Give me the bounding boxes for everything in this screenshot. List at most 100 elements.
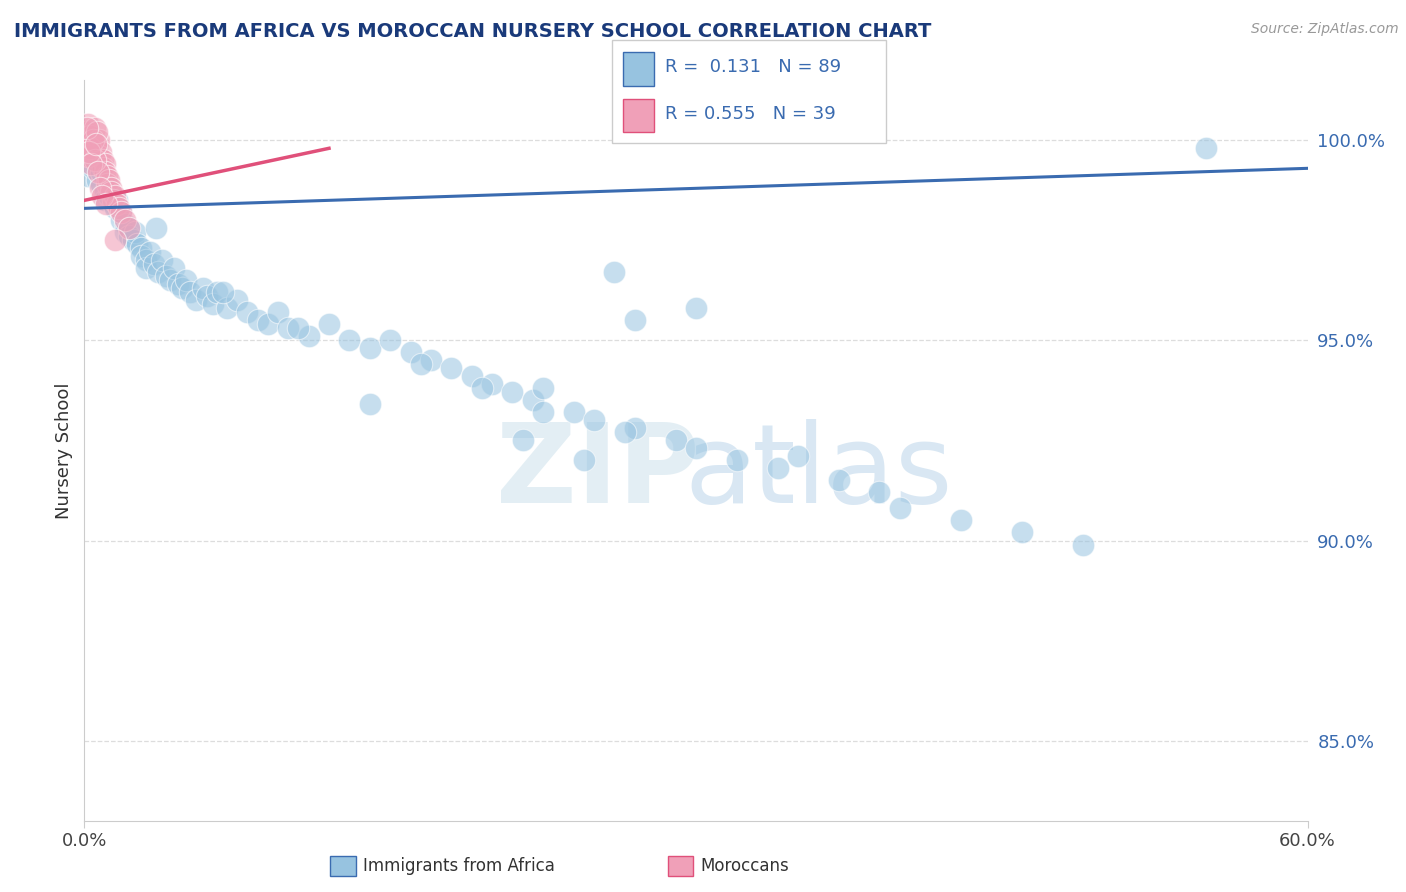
Point xyxy=(191,281,214,295)
Point xyxy=(359,397,381,411)
Point xyxy=(195,289,218,303)
Point xyxy=(77,169,100,184)
Point xyxy=(82,137,104,152)
Point xyxy=(93,165,115,179)
Point xyxy=(110,205,132,219)
Point xyxy=(131,241,153,255)
Point xyxy=(145,221,167,235)
Point xyxy=(828,474,851,488)
Point xyxy=(91,153,114,168)
Point xyxy=(146,265,169,279)
Point xyxy=(1073,537,1095,551)
Point xyxy=(79,129,101,144)
Point xyxy=(522,393,544,408)
Text: Immigrants from Africa: Immigrants from Africa xyxy=(363,857,554,875)
Point xyxy=(531,405,554,419)
Point xyxy=(1195,141,1218,155)
Point xyxy=(127,237,149,252)
Point xyxy=(82,133,104,147)
Point xyxy=(380,334,402,348)
Point xyxy=(114,225,136,239)
Point xyxy=(624,421,647,435)
Point xyxy=(124,225,146,239)
Point xyxy=(138,245,160,260)
Point xyxy=(481,377,503,392)
Point xyxy=(246,313,269,327)
Point xyxy=(75,125,97,139)
Text: Source: ZipAtlas.com: Source: ZipAtlas.com xyxy=(1251,22,1399,37)
Point xyxy=(267,305,290,319)
Point xyxy=(179,285,201,300)
Text: IMMIGRANTS FROM AFRICA VS MOROCCAN NURSERY SCHOOL CORRELATION CHART: IMMIGRANTS FROM AFRICA VS MOROCCAN NURSE… xyxy=(14,22,931,41)
Point xyxy=(869,485,891,500)
Point xyxy=(205,285,228,300)
Point xyxy=(787,450,810,464)
Point xyxy=(114,218,136,232)
Point xyxy=(950,514,973,528)
Text: ZIP: ZIP xyxy=(496,419,700,526)
Point xyxy=(142,257,165,271)
Point xyxy=(90,178,112,192)
Point xyxy=(461,369,484,384)
Point xyxy=(318,318,340,332)
Point xyxy=(110,213,132,227)
Point xyxy=(512,434,534,448)
Point xyxy=(603,265,626,279)
Point xyxy=(93,186,115,200)
Point xyxy=(118,221,141,235)
Point xyxy=(531,381,554,395)
Point xyxy=(77,149,100,163)
Point xyxy=(93,194,115,208)
Point xyxy=(409,358,432,372)
Point xyxy=(108,202,131,216)
Point xyxy=(82,161,104,176)
Point xyxy=(889,501,911,516)
Point xyxy=(471,381,494,395)
Point xyxy=(174,273,197,287)
Point xyxy=(135,253,157,268)
Point xyxy=(84,137,107,152)
Point xyxy=(613,425,636,440)
Point xyxy=(135,261,157,276)
Point xyxy=(87,133,110,147)
Point xyxy=(172,281,194,295)
Point xyxy=(118,221,141,235)
Text: atlas: atlas xyxy=(685,419,952,526)
Point xyxy=(186,293,208,308)
Point xyxy=(104,189,127,203)
Point xyxy=(86,165,108,179)
Point xyxy=(100,181,122,195)
Point xyxy=(76,121,98,136)
Point xyxy=(277,321,299,335)
Point xyxy=(105,194,128,208)
Point xyxy=(1011,525,1033,540)
Text: Moroccans: Moroccans xyxy=(700,857,789,875)
Point xyxy=(100,186,122,200)
Point xyxy=(212,285,235,300)
Point xyxy=(359,342,381,356)
Point xyxy=(105,197,128,211)
Point xyxy=(91,161,114,176)
Y-axis label: Nursery School: Nursery School xyxy=(55,382,73,519)
Text: R =  0.131   N = 89: R = 0.131 N = 89 xyxy=(665,58,841,76)
Point xyxy=(167,277,190,292)
Point xyxy=(80,157,103,171)
Point xyxy=(83,121,105,136)
Point xyxy=(766,461,789,475)
Point xyxy=(287,321,309,335)
Point xyxy=(94,197,117,211)
Point xyxy=(101,194,124,208)
Point xyxy=(114,213,136,227)
Point xyxy=(77,117,100,131)
Point xyxy=(96,178,118,192)
Point xyxy=(93,157,115,171)
Point xyxy=(685,442,707,456)
Point xyxy=(79,141,101,155)
Point xyxy=(339,334,361,348)
Point xyxy=(399,345,422,359)
Point xyxy=(96,169,118,184)
Point xyxy=(118,229,141,244)
Point xyxy=(236,305,259,319)
Point xyxy=(226,293,249,308)
Point xyxy=(86,125,108,139)
